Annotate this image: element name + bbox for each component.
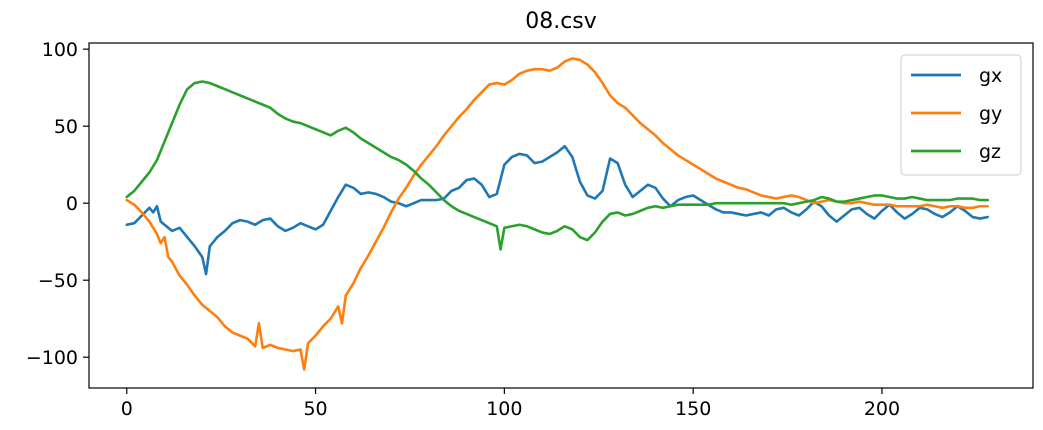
- y-tick-label: −50: [38, 270, 78, 292]
- series-line-gy: [125, 57, 989, 371]
- y-tick-label: 100: [42, 39, 78, 61]
- x-tick-label: 0: [121, 398, 133, 420]
- legend-label-gx: gx: [979, 65, 1002, 87]
- series-line-gz: [125, 80, 989, 251]
- axis-ticks: 0 50 100 150 200 100 50 0 −50 −100: [26, 39, 900, 420]
- y-tick-label: −100: [26, 347, 78, 369]
- x-tick-label: 150: [675, 398, 711, 420]
- x-tick-label: 100: [486, 398, 522, 420]
- legend-label-gz: gz: [979, 141, 1001, 163]
- chart-title: 08.csv: [525, 9, 597, 34]
- plot-area: [125, 57, 989, 371]
- legend-label-gy: gy: [979, 103, 1002, 125]
- series-line-gx: [125, 144, 989, 276]
- y-tick-label: 50: [54, 116, 78, 138]
- plot-frame: [88, 42, 1034, 389]
- legend: gx gy gz: [900, 54, 1022, 176]
- y-tick-label: 0: [66, 193, 78, 215]
- x-tick-label: 50: [303, 398, 327, 420]
- legend-box: [900, 54, 1022, 176]
- x-tick-label: 200: [864, 398, 900, 420]
